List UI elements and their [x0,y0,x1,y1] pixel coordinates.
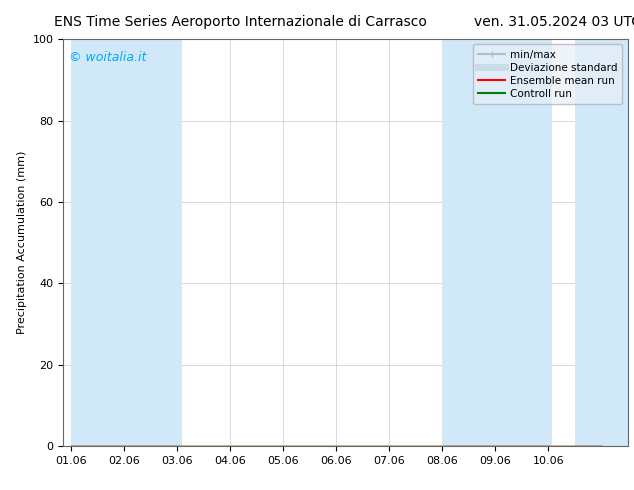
Bar [72,39,181,446]
Y-axis label: Precipitation Accumulation (mm): Precipitation Accumulation (mm) [17,151,27,334]
Text: ven. 31.05.2024 03 UTC: ven. 31.05.2024 03 UTC [474,15,634,29]
Bar [574,39,628,446]
Text: © woitalia.it: © woitalia.it [69,51,146,64]
Legend: min/max, Deviazione standard, Ensemble mean run, Controll run: min/max, Deviazione standard, Ensemble m… [474,45,623,104]
Bar [443,39,552,446]
Text: ENS Time Series Aeroporto Internazionale di Carrasco: ENS Time Series Aeroporto Internazionale… [55,15,427,29]
